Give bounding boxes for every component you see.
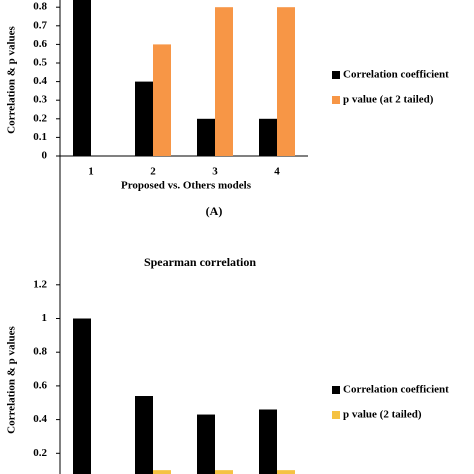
bar (73, 0, 91, 156)
legend-label: p value (2 tailed) (343, 409, 422, 421)
legend-swatch (332, 71, 340, 79)
y-axis-label: Correlation & p values (6, 25, 18, 133)
y-tick-label: 0.2 (33, 447, 47, 459)
legend-label: Correlation coefficient (343, 69, 449, 81)
y-tick-label: 0.5 (33, 57, 47, 69)
y-tick-label: 0.8 (33, 1, 47, 13)
chart-title: Spearman correlation (144, 255, 256, 269)
x-axis-label: Proposed vs. Others models (121, 180, 252, 192)
bar (277, 7, 295, 157)
y-tick-label: 0.6 (33, 38, 47, 50)
y-axis-label: Correlation & p values (6, 325, 18, 433)
y-tick-label: 0.2 (33, 112, 47, 124)
bar (135, 396, 153, 474)
bar (135, 81, 153, 156)
bar (73, 318, 91, 474)
y-tick-label: 0.8 (33, 346, 47, 358)
bar (259, 409, 277, 474)
bar (153, 470, 171, 474)
legend-label: Correlation coefficient (343, 384, 449, 396)
y-tick-label: 1 (42, 312, 48, 324)
bar (197, 118, 215, 156)
bar (215, 7, 233, 157)
panel-label: (A) (206, 204, 223, 218)
x-tick-label: 3 (212, 166, 218, 178)
y-tick-label: 0.4 (33, 413, 47, 425)
y-tick-label: 0.6 (33, 379, 47, 391)
y-tick-label: 0.1 (33, 131, 47, 143)
bar (153, 44, 171, 156)
bar (277, 470, 295, 474)
x-tick-label: 4 (274, 166, 280, 178)
x-tick-label: 1 (88, 166, 94, 178)
y-tick-label: 0.4 (33, 75, 47, 87)
y-tick-label: 0 (42, 150, 48, 162)
bar (259, 118, 277, 156)
x-tick-label: 2 (150, 166, 156, 178)
y-tick-label: 0.3 (33, 94, 47, 106)
y-tick-label: 1.2 (33, 278, 47, 290)
y-tick-label: 0.7 (33, 19, 47, 31)
bar (197, 414, 215, 474)
legend-swatch (332, 411, 340, 419)
legend-label: p value (at 2 tailed) (343, 94, 434, 106)
legend-swatch (332, 386, 340, 394)
legend-swatch (332, 96, 340, 104)
bar (215, 470, 233, 474)
